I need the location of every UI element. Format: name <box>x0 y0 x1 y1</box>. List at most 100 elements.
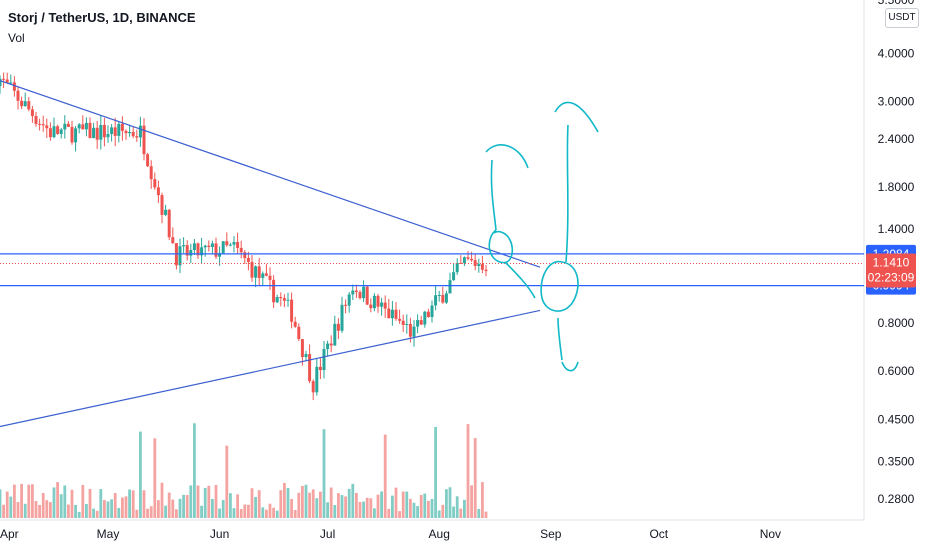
volume-bar <box>362 501 365 518</box>
candle-body <box>477 264 481 266</box>
candle-body <box>250 261 254 278</box>
candle-body <box>30 109 34 117</box>
volume-bar <box>128 489 131 518</box>
volume-bar <box>95 510 99 518</box>
time-tick-label: Jun <box>210 527 229 541</box>
volume-bar <box>189 485 193 518</box>
candle-body <box>408 323 412 337</box>
volume-bar <box>23 503 27 518</box>
candle-body <box>394 309 398 319</box>
volume-label[interactable]: Vol <box>8 31 25 45</box>
candle-body <box>444 293 448 303</box>
volume-bar <box>347 488 351 518</box>
candle-body <box>0 78 2 87</box>
volume-bar <box>383 434 387 518</box>
volume-bar <box>351 483 355 518</box>
candle-body <box>160 195 164 215</box>
candle-body <box>225 241 229 246</box>
candle-body <box>387 308 391 319</box>
price-tick-label: 0.6000 <box>878 364 915 378</box>
volume-bar <box>16 502 20 518</box>
volume-bar <box>419 494 423 518</box>
volume-bar <box>41 492 45 518</box>
volume-bar <box>333 505 337 518</box>
volume-bar <box>193 423 196 518</box>
volume-bar <box>365 497 369 518</box>
candle-body <box>221 241 225 254</box>
volume-bar <box>2 504 5 518</box>
candle-body <box>484 269 488 272</box>
volume-bar <box>473 438 477 518</box>
candle-body <box>149 166 153 180</box>
volume-bar <box>290 499 293 518</box>
volume-bar <box>31 484 34 518</box>
candle-body <box>146 154 150 167</box>
volume-bar <box>157 500 160 518</box>
trendline <box>0 79 541 268</box>
price-tick-label: 0.3500 <box>878 454 915 468</box>
volume-bar <box>409 498 412 518</box>
candle-body <box>5 79 9 83</box>
volume-bar <box>275 510 279 518</box>
volume-bar <box>52 487 56 518</box>
candle-body <box>27 101 31 110</box>
candle-body <box>455 262 459 273</box>
volume-bar <box>229 493 232 518</box>
candle-body <box>344 304 348 306</box>
candle-body <box>164 209 168 215</box>
candle-body <box>167 209 171 238</box>
candle-body <box>81 124 85 130</box>
volume-bar <box>441 504 445 518</box>
volume-bar <box>257 490 261 518</box>
candle-body <box>290 299 294 322</box>
volume-bar <box>477 508 481 518</box>
time-axis[interactable]: Apr May Jun Jul Aug Sep Oct Nov <box>0 527 781 541</box>
volume-bar <box>121 497 124 518</box>
volume-bar <box>463 499 466 518</box>
volume-bar <box>149 506 153 518</box>
volume-bar <box>9 496 13 518</box>
volume-bar <box>45 500 49 518</box>
freehand-drawing <box>485 101 599 372</box>
volume-bar <box>59 494 63 518</box>
volume-bar <box>74 504 77 518</box>
volume-bar <box>243 504 247 518</box>
candle-body <box>365 286 369 305</box>
volume-bar <box>146 508 149 518</box>
volume-bar <box>344 496 347 518</box>
candle-body <box>156 187 160 196</box>
candle-body <box>207 245 211 247</box>
candle-body <box>279 297 283 299</box>
time-tick-label: Oct <box>649 527 668 541</box>
volume-bar <box>254 496 257 518</box>
volume-bar <box>459 508 463 518</box>
symbol-title[interactable]: Storj / TetherUS, 1D, BINANCE <box>8 10 196 25</box>
candle-body <box>473 260 477 266</box>
volume-bar <box>56 482 59 518</box>
candle-body <box>142 125 146 155</box>
volume-bar <box>452 506 455 518</box>
candle-body <box>203 245 207 248</box>
candle-body <box>401 320 405 325</box>
candle-body <box>466 257 470 259</box>
candle-body <box>185 245 189 256</box>
volume-bar <box>225 445 229 518</box>
candle-body <box>138 125 142 138</box>
currency-button[interactable]: USDT <box>885 8 919 28</box>
volume-bar <box>301 485 304 518</box>
candle-body <box>102 124 106 138</box>
candle-body <box>218 253 222 257</box>
volume-bar <box>272 507 275 518</box>
volume-bar <box>81 484 85 518</box>
path-to-circle-drawing <box>504 261 536 299</box>
candle-body <box>351 290 355 295</box>
volume-bar <box>196 485 200 518</box>
volume-bar <box>416 506 419 518</box>
volume-bar <box>250 488 254 518</box>
candle-body <box>426 311 430 318</box>
candle-body <box>41 124 45 126</box>
price-axis[interactable]: 5.5000 4.0000 3.0000 2.4000 1.8000 1.4000 0.80… <box>878 0 915 506</box>
candle-body <box>318 366 322 371</box>
candle-body <box>470 258 474 261</box>
